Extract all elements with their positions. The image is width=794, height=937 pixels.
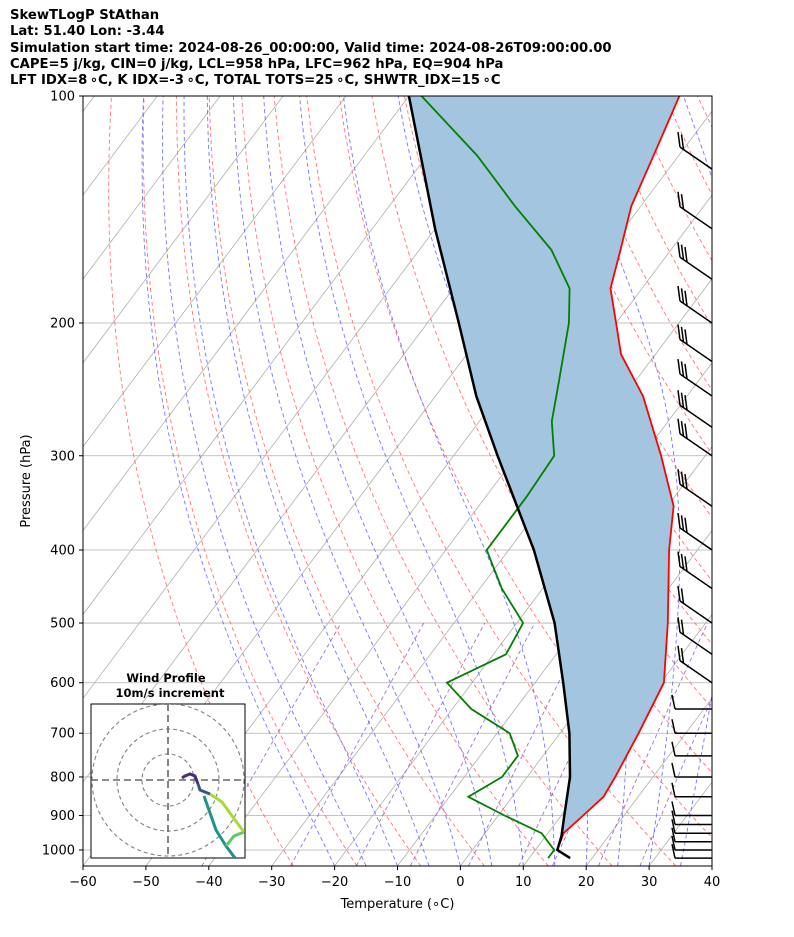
wind-barb <box>677 191 712 230</box>
moist-adiabat <box>342 96 556 866</box>
isotherm <box>83 96 284 364</box>
wind-barb <box>671 810 712 826</box>
x-tick-label: 0 <box>456 875 464 890</box>
wind-barb <box>671 782 712 798</box>
wind-barb <box>677 285 712 324</box>
dewpoint-line <box>420 96 571 859</box>
isotherm <box>83 96 473 616</box>
isotherm <box>83 96 95 112</box>
wind-barb <box>671 741 712 757</box>
moist-adiabat <box>711 863 712 866</box>
x-tick-label: −50 <box>132 875 159 890</box>
wind-barb <box>677 551 712 590</box>
dry-adiabat <box>763 96 794 866</box>
index-line: LFT IDX=8 ∘C, K IDX=-3 ∘C, TOTAL TOTS=25… <box>10 73 501 89</box>
wind-barb <box>677 617 712 655</box>
x-tick-label: −60 <box>69 875 96 890</box>
mixing-ratio-line <box>290 622 425 866</box>
moist-adiabat <box>560 96 681 866</box>
x-tick-label: −40 <box>195 875 222 890</box>
isotherm <box>711 865 712 866</box>
wind-barb <box>671 843 712 859</box>
hodograph-trace <box>209 792 245 833</box>
x-axis-label: Temperature (∘C) <box>340 897 455 912</box>
isotherm <box>83 96 410 532</box>
wind-barb <box>677 358 712 397</box>
y-tick-label: 800 <box>50 770 75 785</box>
wind-barb <box>677 585 712 624</box>
wind-barb <box>671 835 712 851</box>
wind-barb <box>677 324 712 363</box>
wind-barb <box>677 469 712 507</box>
moist-adiabat <box>141 96 336 866</box>
dry-adiabat <box>306 96 677 866</box>
isotherm <box>83 96 221 280</box>
moist-adiabat <box>232 96 461 866</box>
moist-adiabat <box>162 96 367 866</box>
x-tick-label: −20 <box>321 875 348 890</box>
wind-barb <box>671 694 712 710</box>
dry-adiabat <box>108 96 294 866</box>
y-tick-label: 900 <box>50 809 75 824</box>
y-tick-label: 1000 <box>42 844 75 859</box>
inset-title: Wind Profile <box>126 671 206 685</box>
mixing-ratio-line <box>201 622 342 866</box>
moist-adiabat <box>206 96 430 866</box>
y-tick-label: 200 <box>50 316 75 331</box>
isotherm <box>460 529 712 866</box>
moist-adiabat <box>183 96 398 866</box>
mixing-ratio-line <box>409 622 536 866</box>
dry-adiabat <box>208 96 485 866</box>
y-tick-label: 700 <box>50 727 75 742</box>
y-tick-label: 500 <box>50 617 75 632</box>
wind-barb <box>677 242 712 280</box>
dry-adiabat <box>730 96 794 866</box>
temperature-line <box>556 96 681 859</box>
dry-adiabat <box>176 96 422 866</box>
dry-adiabat <box>241 96 549 866</box>
wind-barb <box>671 762 712 778</box>
hodograph-trace <box>181 772 200 785</box>
x-tick-label: 30 <box>641 875 658 890</box>
mixing-ratio-line <box>597 622 708 866</box>
wind-barb <box>671 719 712 734</box>
parcel-line <box>407 96 572 860</box>
isotherm <box>585 697 712 866</box>
y-tick-label: 100 <box>50 90 75 105</box>
dry-adiabat <box>142 96 358 866</box>
x-tick-label: −10 <box>384 875 411 890</box>
cape-line: CAPE=5 j/kg, CIN=0 j/kg, LCL=958 hPa, LF… <box>10 56 504 72</box>
moist-adiabat <box>263 96 493 866</box>
inset-subtitle: 10m/s increment <box>116 686 225 700</box>
wind-barb <box>671 827 712 843</box>
x-tick-label: −30 <box>258 875 285 890</box>
chart-title: SkewTLogP StAthan <box>10 8 160 23</box>
wind-barb <box>677 131 712 170</box>
wind-barb <box>677 390 712 428</box>
wind-barb <box>671 819 712 834</box>
y-axis-label: Pressure (hPa) <box>19 434 34 527</box>
mixing-ratio-line <box>639 697 712 866</box>
x-tick-label: 40 <box>704 875 721 890</box>
x-tick-label: 10 <box>515 875 532 890</box>
y-tick-label: 400 <box>50 543 75 558</box>
time-line: Simulation start time: 2024-08-26_00:00:… <box>10 40 612 56</box>
chart-header: SkewTLogP StAthan Lat: 51.40 Lon: -3.44 … <box>10 8 790 89</box>
wind-barb <box>710 96 712 97</box>
location-line: Lat: 51.40 Lon: -3.44 <box>10 24 165 40</box>
y-tick-label: 300 <box>50 449 75 464</box>
wind-barb <box>677 418 712 457</box>
wind-barb <box>671 801 712 817</box>
hodograph-trace <box>202 795 237 858</box>
wind-barb <box>677 512 712 551</box>
y-tick-label: 600 <box>50 676 75 691</box>
wind-barb <box>677 645 712 684</box>
dry-adiabat <box>534 96 712 455</box>
hodograph-trace <box>224 830 245 847</box>
x-tick-label: 20 <box>578 875 595 890</box>
hodograph-trace <box>196 783 211 796</box>
isotherm <box>83 96 347 448</box>
